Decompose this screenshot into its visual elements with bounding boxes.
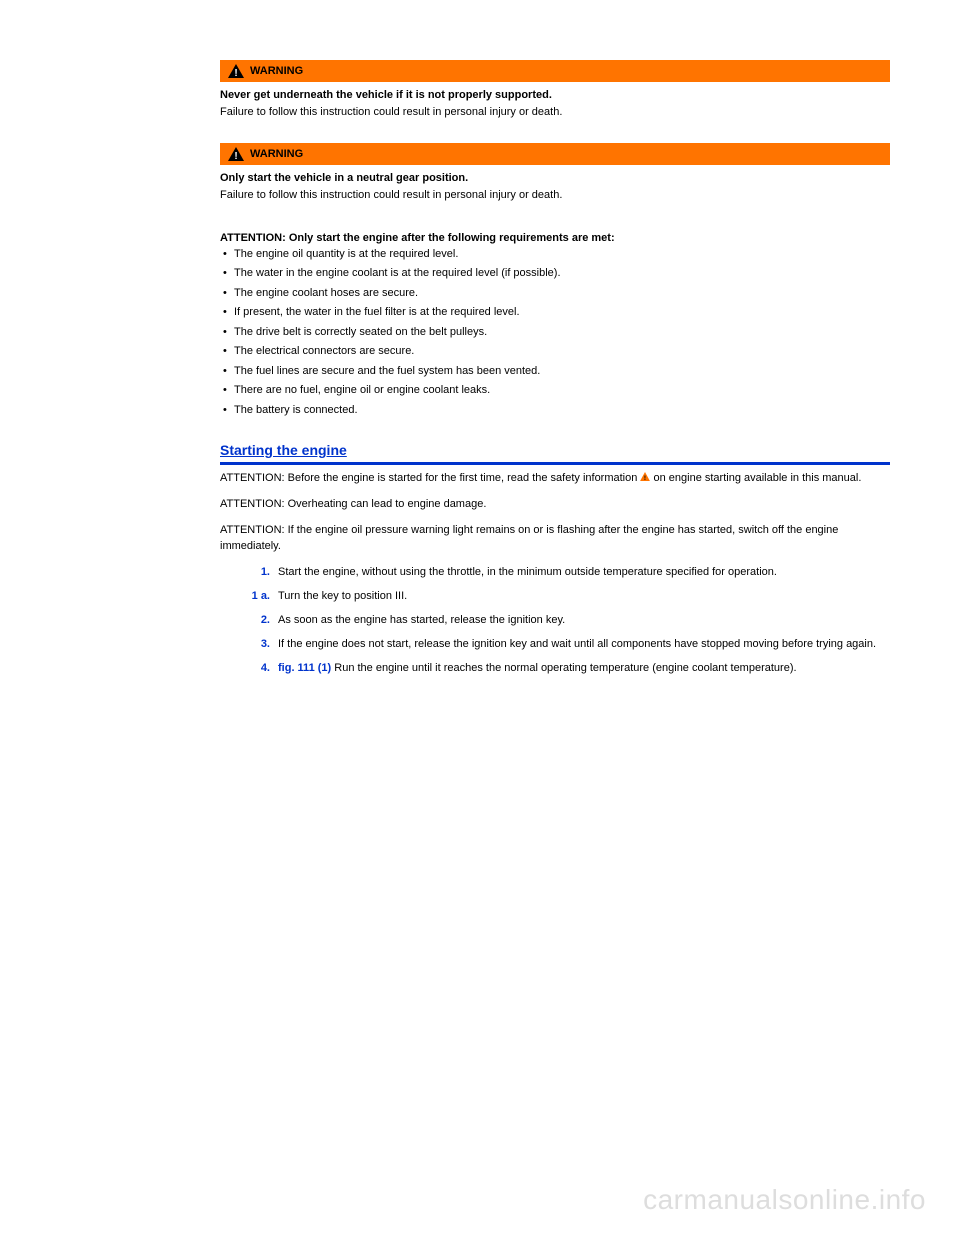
attention-item: The electrical connectors are secure. — [220, 343, 890, 360]
attention-block: ATTENTION: Only start the engine after t… — [220, 232, 890, 419]
body-para-1: ATTENTION: Overheating can lead to engin… — [220, 497, 890, 513]
step-row: 2.As soon as the engine has started, rel… — [220, 613, 890, 629]
warning-box: ! WARNING Never get underneath the vehicle… — [220, 60, 890, 137]
warning-triangle-icon: ! — [640, 472, 650, 481]
attention-item: The fuel lines are secure and the fuel s… — [220, 363, 890, 380]
section-title: Starting the engine — [220, 442, 890, 460]
warning-text-line: Only start the vehicle in a neutral gear… — [220, 171, 890, 186]
attention-item: The battery is connected. — [220, 402, 890, 419]
step-row: 3.If the engine does not start, release … — [220, 637, 890, 653]
attention-item: The drive belt is correctly seated on th… — [220, 324, 890, 341]
warning-text-line: Failure to follow this instruction could… — [220, 188, 890, 203]
body-para-0-pre: ATTENTION: Before the engine is started … — [220, 472, 640, 484]
body-para-2: ATTENTION: If the engine oil pressure wa… — [220, 523, 890, 555]
fig-text-after: Run the engine until it reaches the norm… — [331, 662, 796, 674]
step-body: Start the engine, without using the thro… — [278, 565, 890, 581]
body-para-0: ATTENTION: Before the engine is started … — [220, 471, 890, 487]
attention-item: The engine oil quantity is at the requir… — [220, 246, 890, 263]
steps-list: 1.Start the engine, without using the th… — [220, 565, 890, 653]
attention-item: There are no fuel, engine oil or engine … — [220, 382, 890, 399]
attention-item: The engine coolant hoses are secure. — [220, 285, 890, 302]
step-body: Turn the key to position III. — [278, 589, 890, 605]
svg-text:!: ! — [234, 151, 237, 161]
warning-header: ! WARNING — [220, 143, 890, 165]
step-number: 2. — [220, 613, 278, 629]
step-row: 1 a.Turn the key to position III. — [220, 589, 890, 605]
warning-text-line: Failure to follow this instruction could… — [220, 105, 890, 120]
step-num-4: 4. — [220, 661, 278, 677]
section-rule — [220, 462, 890, 465]
warning-header: ! WARNING — [220, 60, 890, 82]
watermark: carmanualsonline.info — [643, 1184, 926, 1216]
attention-item: The water in the engine coolant is at th… — [220, 265, 890, 282]
step-number: 1. — [220, 565, 278, 581]
page-content: ! WARNING Never get underneath the vehicle… — [0, 0, 960, 725]
step-body: As soon as the engine has started, relea… — [278, 613, 890, 629]
attention-header: ATTENTION: Only start the engine after t… — [220, 232, 890, 244]
warnings-container: ! WARNING Never get underneath the vehicle… — [220, 60, 890, 220]
step-number: 3. — [220, 637, 278, 653]
warning-label: WARNING — [250, 148, 303, 160]
warning-text-line: Never get underneath the vehicle if it i… — [220, 88, 890, 103]
svg-text:!: ! — [644, 475, 646, 481]
attention-item: If present, the water in the fuel filter… — [220, 304, 890, 321]
attention-list: The engine oil quantity is at the requir… — [220, 246, 890, 419]
warning-triangle-icon: ! — [228, 147, 244, 161]
warning-label: WARNING — [250, 65, 303, 77]
body-para-0-post: on engine starting available in this man… — [653, 472, 861, 484]
step-body-4: fig. 111 (1) Run the engine until it rea… — [278, 661, 890, 677]
warning-body: Only start the vehicle in a neutral gear… — [220, 165, 890, 220]
step-fig-row: 4. fig. 111 (1) Run the engine until it … — [220, 661, 890, 677]
svg-text:!: ! — [234, 68, 237, 78]
warning-body: Never get underneath the vehicle if it i… — [220, 82, 890, 137]
step-body: If the engine does not start, release th… — [278, 637, 890, 653]
warning-box: ! WARNING Only start the vehicle in a neut… — [220, 143, 890, 220]
warning-triangle-icon: ! — [228, 64, 244, 78]
step-row: 1.Start the engine, without using the th… — [220, 565, 890, 581]
fig-reference-link[interactable]: fig. 111 (1) — [278, 662, 331, 674]
step-number: 1 a. — [220, 589, 278, 605]
